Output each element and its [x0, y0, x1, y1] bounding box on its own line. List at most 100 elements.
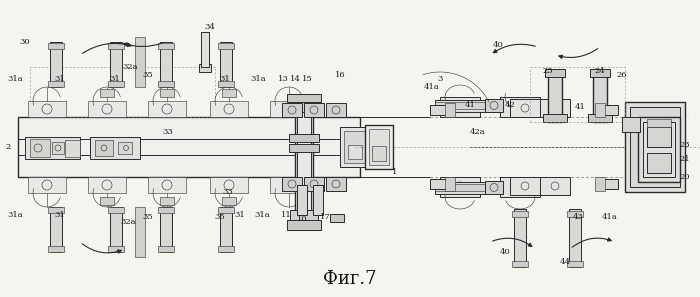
Bar: [595, 177, 605, 191]
Bar: [160, 197, 174, 205]
Bar: [630, 107, 680, 187]
Text: 31a: 31a: [254, 211, 270, 219]
Text: 32a: 32a: [122, 63, 138, 71]
Bar: [220, 42, 232, 87]
Bar: [372, 146, 386, 161]
Bar: [435, 182, 495, 194]
Bar: [48, 246, 64, 252]
Bar: [148, 177, 186, 193]
Bar: [218, 43, 234, 49]
Bar: [210, 101, 248, 117]
Bar: [567, 261, 583, 267]
Bar: [510, 177, 540, 195]
Bar: [647, 119, 671, 127]
Text: 40: 40: [493, 41, 503, 49]
Bar: [430, 179, 448, 189]
Bar: [297, 185, 307, 215]
Bar: [512, 211, 528, 217]
Bar: [100, 197, 114, 205]
Bar: [25, 137, 80, 159]
Text: 21: 21: [680, 155, 690, 163]
Text: 33: 33: [162, 128, 174, 136]
Bar: [110, 42, 122, 87]
Bar: [638, 117, 680, 182]
Text: 31a: 31a: [7, 211, 23, 219]
Bar: [50, 42, 62, 87]
Bar: [625, 102, 685, 192]
Text: 31a: 31a: [250, 75, 266, 83]
Text: 1: 1: [392, 168, 398, 176]
Text: 30: 30: [20, 38, 30, 46]
Bar: [593, 72, 607, 122]
Bar: [435, 100, 495, 112]
Bar: [110, 207, 122, 252]
Bar: [108, 207, 124, 213]
Bar: [160, 89, 174, 97]
Bar: [548, 72, 562, 122]
Bar: [18, 117, 360, 177]
Bar: [567, 211, 583, 217]
Bar: [290, 210, 318, 222]
Bar: [158, 81, 174, 87]
Bar: [88, 101, 126, 117]
Text: 17: 17: [320, 213, 330, 221]
Bar: [95, 140, 113, 156]
Text: 31: 31: [55, 75, 65, 83]
Bar: [282, 103, 302, 117]
Bar: [540, 99, 570, 117]
Bar: [485, 99, 503, 112]
Bar: [365, 125, 393, 169]
Bar: [445, 177, 455, 191]
Text: 20: 20: [680, 173, 690, 181]
Text: 11: 11: [281, 211, 291, 219]
Bar: [108, 43, 124, 49]
Text: 41a: 41a: [424, 83, 440, 91]
Text: 16: 16: [335, 71, 345, 79]
Bar: [160, 42, 172, 87]
Bar: [108, 81, 124, 87]
Bar: [30, 139, 50, 157]
Bar: [90, 137, 140, 159]
Bar: [199, 64, 211, 72]
Text: 32a: 32a: [120, 218, 136, 226]
Bar: [326, 177, 346, 191]
Bar: [440, 177, 480, 197]
Bar: [600, 105, 618, 115]
Text: 31: 31: [234, 211, 246, 219]
Text: 34: 34: [204, 23, 216, 31]
Bar: [295, 97, 313, 222]
Text: 31: 31: [110, 75, 120, 83]
Bar: [65, 140, 80, 157]
Bar: [514, 209, 526, 267]
Text: 25: 25: [542, 67, 553, 75]
Bar: [643, 122, 675, 177]
Text: 13: 13: [278, 75, 288, 83]
Bar: [28, 101, 66, 117]
Text: 23: 23: [680, 141, 690, 149]
Bar: [512, 261, 528, 267]
Bar: [485, 181, 503, 194]
Bar: [500, 97, 540, 117]
Bar: [289, 134, 319, 142]
Text: 41: 41: [575, 103, 585, 111]
Bar: [569, 209, 581, 267]
Bar: [52, 142, 64, 154]
Text: 31: 31: [220, 75, 230, 83]
Bar: [158, 246, 174, 252]
Bar: [647, 153, 671, 173]
Bar: [201, 32, 209, 67]
Bar: [440, 97, 480, 117]
Bar: [313, 185, 323, 215]
Bar: [326, 103, 346, 117]
Bar: [344, 131, 366, 163]
Bar: [290, 100, 318, 112]
Text: 35: 35: [143, 213, 153, 221]
Bar: [48, 43, 64, 49]
Bar: [222, 89, 236, 97]
Bar: [543, 114, 567, 122]
Text: 44: 44: [559, 258, 570, 266]
Text: Фиг.7: Фиг.7: [323, 270, 377, 288]
Bar: [545, 69, 565, 77]
Bar: [435, 184, 490, 191]
Text: 43: 43: [573, 213, 583, 221]
